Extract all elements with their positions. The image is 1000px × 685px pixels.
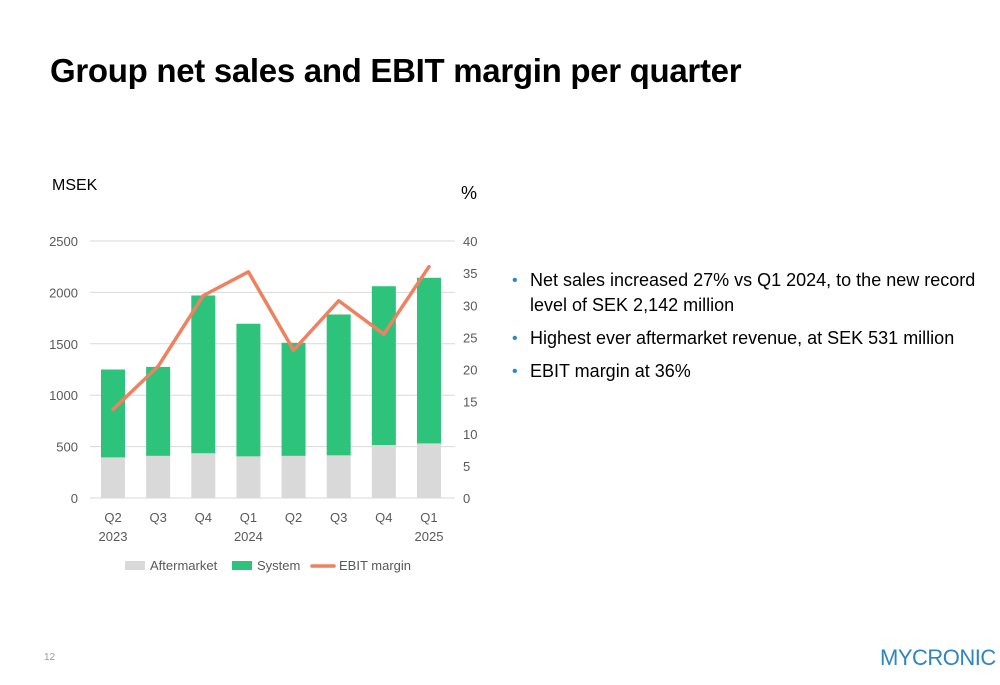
- chart-legend: Aftermarket System EBIT margin: [125, 558, 411, 573]
- left-axis-tick-label: 2500: [49, 234, 78, 249]
- bar-aftermarket: [191, 453, 216, 498]
- bullet-dot-icon: •: [512, 330, 518, 347]
- left-axis-tick-label: 2000: [49, 285, 78, 300]
- category-label: Q2: [104, 510, 121, 525]
- bullet-list: • Net sales increased 27% vs Q1 2024, to …: [512, 268, 982, 392]
- right-axis-tick-label: 40: [463, 234, 477, 249]
- bar-system: [371, 286, 396, 446]
- right-axis-title: %: [461, 183, 477, 203]
- company-logo: MYCRONIC: [880, 645, 996, 670]
- right-axis-tick-label: 35: [463, 266, 477, 281]
- right-axis-tick-label: 10: [463, 427, 477, 442]
- left-axis-tick-label: 1000: [49, 388, 78, 403]
- bullet-text: Highest ever aftermarket revenue, at SEK…: [530, 328, 955, 348]
- page-title: Group net sales and EBIT margin per quar…: [50, 52, 742, 89]
- chart-line: [111, 264, 431, 412]
- right-axis-tick-label: 20: [463, 363, 477, 378]
- bullet-dot-icon: •: [512, 272, 518, 289]
- left-axis-tick-label: 1500: [49, 337, 78, 352]
- left-axis-tick-label: 0: [71, 491, 78, 506]
- bar-system: [416, 277, 441, 444]
- bar-aftermarket: [101, 457, 125, 498]
- legend-ebit-margin-label: EBIT margin: [339, 558, 411, 573]
- bar-aftermarket: [371, 445, 396, 498]
- legend-system-label: System: [257, 558, 300, 573]
- category-year-label: 2025: [415, 529, 444, 544]
- bar-aftermarket: [146, 455, 171, 498]
- page-number: 12: [44, 652, 56, 663]
- category-label: Q4: [195, 510, 212, 525]
- legend-system-swatch: [232, 561, 252, 570]
- bar-system: [236, 323, 261, 457]
- bullet-item: • Net sales increased 27% vs Q1 2024, to …: [512, 268, 982, 318]
- bar-system: [101, 369, 125, 458]
- bar-aftermarket: [416, 443, 441, 498]
- bar-aftermarket: [236, 456, 261, 498]
- legend-aftermarket-label: Aftermarket: [150, 558, 218, 573]
- chart-bars: [101, 277, 441, 498]
- right-axis-tick-label: 30: [463, 298, 477, 313]
- category-label: Q1: [420, 510, 437, 525]
- right-axis-tick-label: 15: [463, 395, 477, 410]
- category-year-label: 2023: [99, 529, 128, 544]
- right-axis-tick-label: 5: [463, 459, 470, 474]
- bar-system: [326, 314, 351, 456]
- ebit-margin-line: [111, 264, 431, 412]
- category-year-label: 2024: [234, 529, 263, 544]
- bar-system: [191, 295, 216, 454]
- bullet-text: EBIT margin at 36%: [530, 361, 691, 381]
- left-axis-title: MSEK: [52, 177, 98, 194]
- category-label: Q3: [149, 510, 166, 525]
- bar-system: [146, 366, 171, 456]
- right-axis-tick-label: 25: [463, 330, 477, 345]
- legend-aftermarket-swatch: [125, 561, 145, 570]
- bar-aftermarket: [281, 455, 306, 498]
- category-label: Q2: [285, 510, 302, 525]
- chart-labels: 050010001500200025000510152025303540MSEK…: [49, 177, 477, 544]
- category-label: Q3: [330, 510, 347, 525]
- chart-gridlines: [90, 240, 455, 499]
- bar-system: [281, 342, 306, 456]
- category-label: Q1: [240, 510, 257, 525]
- bullet-item: • EBIT margin at 36%: [512, 359, 982, 384]
- right-axis-tick-label: 0: [463, 491, 470, 506]
- bullet-item: • Highest ever aftermarket revenue, at SE…: [512, 326, 982, 351]
- bullet-dot-icon: •: [512, 363, 518, 380]
- left-axis-tick-label: 500: [56, 440, 78, 455]
- bullet-text: Net sales increased 27% vs Q1 2024, to t…: [530, 270, 976, 315]
- bar-aftermarket: [326, 455, 351, 498]
- category-label: Q4: [375, 510, 392, 525]
